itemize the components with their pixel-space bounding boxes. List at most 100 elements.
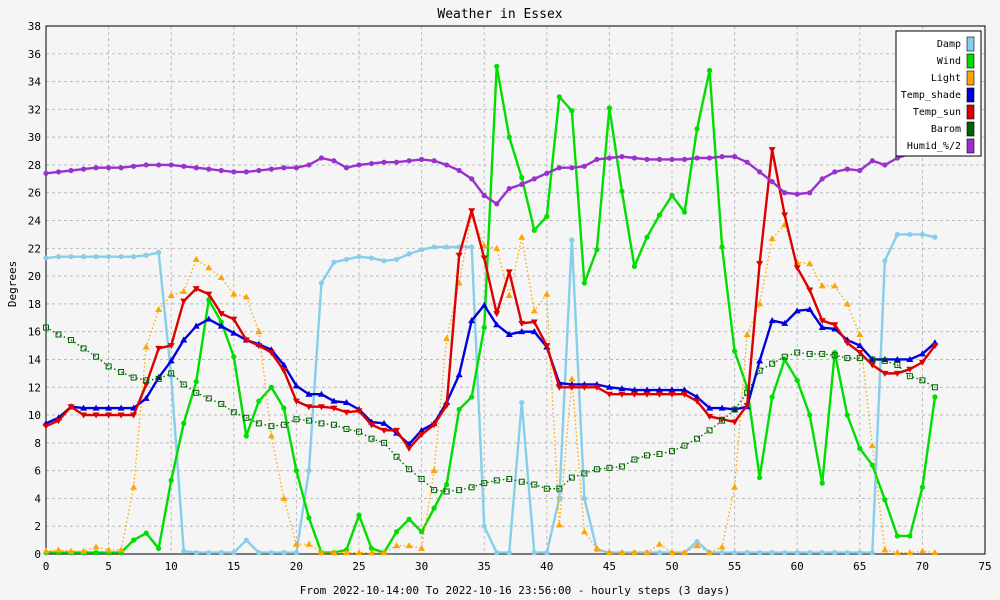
data-point-light <box>693 542 701 549</box>
y-tick-label: 2 <box>34 520 41 533</box>
data-point-temp-shade <box>530 328 538 335</box>
legend-swatch <box>966 104 975 120</box>
data-point-humid-2 <box>857 167 863 174</box>
data-point-humid-2 <box>281 165 287 171</box>
data-point-temp-sun <box>80 412 88 419</box>
data-point-barom <box>556 485 563 492</box>
legend-label: Temp_shade <box>901 90 961 101</box>
data-point-light <box>706 549 714 556</box>
data-point-humid-2 <box>819 176 825 182</box>
data-point-temp-sun <box>643 391 651 398</box>
data-point-humid-2 <box>569 165 575 171</box>
data-point-barom <box>168 370 175 377</box>
data-point-light <box>393 542 401 549</box>
data-point-damp <box>544 550 550 556</box>
data-point-humid-2 <box>43 170 49 176</box>
series-group <box>42 63 939 556</box>
x-tick-label: 40 <box>540 560 553 573</box>
data-point-light <box>167 292 175 299</box>
data-point-humid-2 <box>343 165 350 171</box>
data-point-barom <box>618 463 625 470</box>
data-point-wind <box>706 67 713 74</box>
data-point-damp <box>93 254 99 260</box>
data-point-damp <box>256 550 262 556</box>
data-point-humid-2 <box>143 162 149 168</box>
data-point-damp <box>907 231 913 238</box>
data-point-damp <box>782 550 788 556</box>
data-point-damp <box>919 231 926 238</box>
y-tick-label: 24 <box>28 215 42 228</box>
data-point-light <box>618 549 626 556</box>
data-point-temp-sun <box>242 337 250 344</box>
data-point-temp-shade <box>455 371 463 378</box>
data-point-barom <box>130 374 137 381</box>
data-point-temp-sun <box>756 261 764 268</box>
data-point-damp <box>519 399 525 406</box>
data-point-damp <box>531 550 537 556</box>
data-point-temp-shade <box>856 342 864 349</box>
data-point-barom <box>368 435 375 442</box>
data-point-damp <box>218 550 224 556</box>
data-point-temp-sun <box>92 412 100 419</box>
data-point-wind <box>569 108 575 114</box>
data-point-barom <box>631 456 638 463</box>
data-point-humid-2 <box>594 156 600 162</box>
data-point-light <box>906 549 914 556</box>
data-point-temp-sun <box>518 320 526 327</box>
data-point-humid-2 <box>55 169 62 175</box>
data-point-barom <box>681 442 688 449</box>
data-point-barom <box>806 350 813 357</box>
data-point-wind <box>819 480 825 486</box>
data-point-barom <box>280 421 287 428</box>
data-point-light <box>931 549 939 556</box>
data-point-temp-sun <box>893 370 901 377</box>
data-point-barom <box>831 352 838 359</box>
data-point-humid-2 <box>844 166 850 172</box>
y-tick-label: 38 <box>28 20 41 33</box>
data-point-light <box>643 549 651 556</box>
data-point-wind <box>669 192 675 199</box>
data-point-wind <box>807 412 813 418</box>
data-point-humid-2 <box>519 181 525 187</box>
data-point-humid-2 <box>431 158 437 164</box>
data-point-temp-shade <box>192 322 200 329</box>
x-tick-label: 30 <box>415 560 428 573</box>
data-point-light <box>818 282 826 289</box>
data-point-temp-shade <box>868 355 876 362</box>
data-point-light <box>580 528 588 535</box>
data-point-wind <box>406 516 412 522</box>
data-point-barom <box>581 470 588 477</box>
data-point-barom <box>593 466 600 473</box>
data-point-temp-sun <box>543 343 551 350</box>
data-point-wind <box>156 545 162 552</box>
x-tick-label: 10 <box>165 560 178 573</box>
data-point-damp <box>656 550 663 556</box>
data-point-damp <box>318 280 325 286</box>
data-point-light <box>806 260 814 267</box>
data-point-temp-sun <box>142 381 150 388</box>
data-point-damp <box>832 550 838 556</box>
data-point-humid-2 <box>744 159 750 165</box>
data-point-damp <box>243 537 249 543</box>
data-point-light <box>192 255 200 262</box>
data-point-damp <box>193 550 199 556</box>
data-point-barom <box>931 384 938 391</box>
data-point-temp-sun <box>618 391 626 398</box>
data-point-temp-shade <box>468 317 476 324</box>
data-point-damp <box>106 254 112 260</box>
x-tick-label: 65 <box>853 560 866 573</box>
data-point-wind <box>594 247 600 253</box>
data-point-light <box>605 549 613 556</box>
grid <box>46 26 985 554</box>
data-point-light <box>655 540 663 547</box>
data-point-damp <box>206 550 212 556</box>
data-point-barom <box>180 381 187 388</box>
y-tick-label: 20 <box>28 270 41 283</box>
data-point-light <box>405 542 413 549</box>
data-point-light <box>856 330 864 337</box>
data-point-light <box>568 375 576 382</box>
data-point-light <box>355 549 363 556</box>
data-point-barom <box>293 416 300 423</box>
data-point-humid-2 <box>469 176 475 182</box>
series-line-temp-sun <box>45 148 936 450</box>
